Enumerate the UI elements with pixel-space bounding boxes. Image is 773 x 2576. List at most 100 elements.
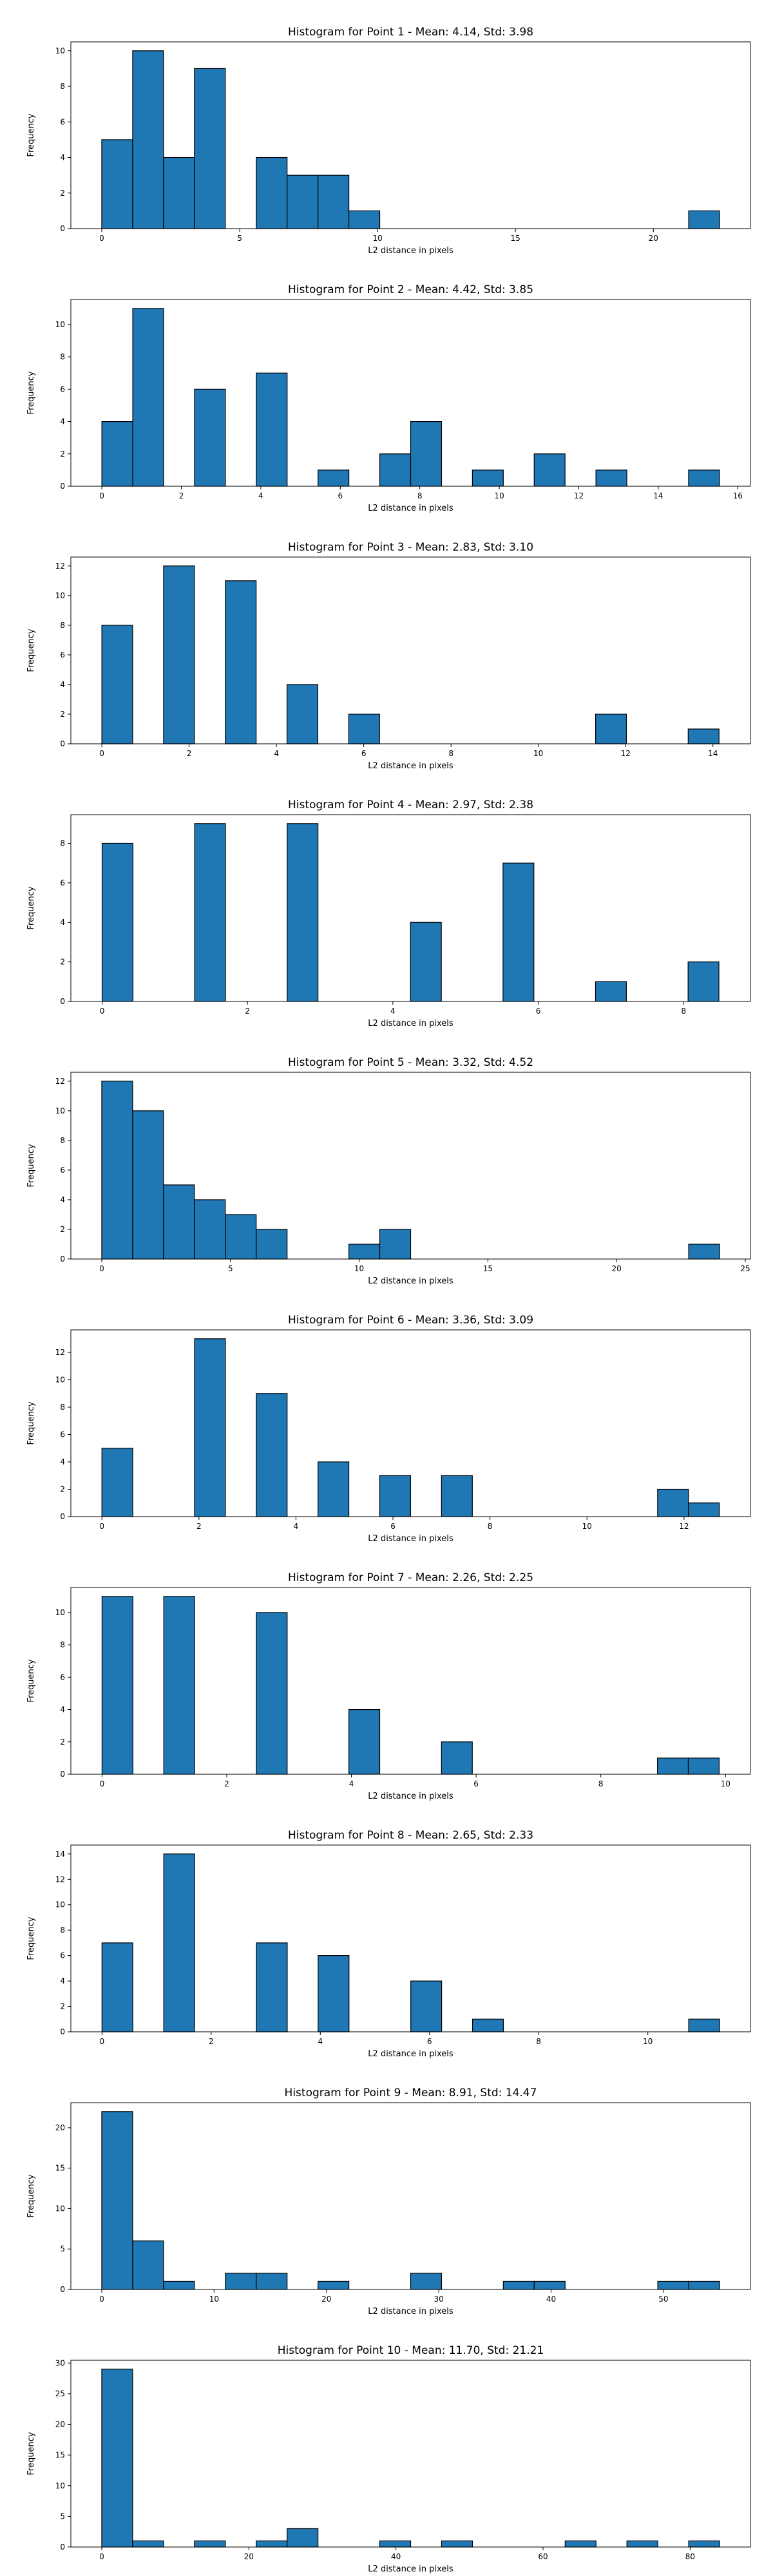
- histogram-svg-9: Histogram for Point 9 - Mean: 8.91, Std:…: [26, 2087, 751, 2316]
- histogram-bar: [472, 469, 504, 487]
- y-tick-label: 6: [60, 1166, 65, 1175]
- histogram-bar: [163, 1596, 195, 1775]
- y-tick-label: 2: [60, 710, 65, 719]
- histogram-bar: [194, 68, 226, 229]
- histogram-bar: [410, 922, 442, 1002]
- x-tick-label: 25: [740, 1264, 750, 1273]
- histogram-bar: [687, 1757, 720, 1775]
- histogram-bar: [410, 421, 443, 487]
- y-tick-label: 10: [55, 591, 65, 600]
- x-tick-label: 8: [598, 1779, 604, 1788]
- y-tick-label: 2: [60, 189, 65, 198]
- histogram-bar: [688, 1244, 720, 1260]
- y-tick-label: 4: [60, 1457, 65, 1466]
- histogram-bar: [101, 139, 133, 229]
- x-tick-label: 16: [733, 491, 743, 500]
- y-tick-label: 4: [60, 417, 65, 426]
- x-tick-label: 4: [258, 491, 263, 500]
- histogram-bar: [163, 156, 195, 229]
- y-tick-label: 6: [60, 878, 65, 887]
- histogram-bar: [194, 388, 226, 487]
- histogram-bar: [101, 1081, 133, 1260]
- histogram-bar: [287, 823, 319, 1002]
- histogram-bar: [657, 1757, 689, 1775]
- histogram-bar: [225, 580, 257, 744]
- histogram-bar: [379, 1475, 412, 1517]
- histogram-bar: [101, 2111, 133, 2290]
- axes-frame: [70, 41, 751, 229]
- histogram-bar: [132, 50, 164, 229]
- x-tick-label: 60: [538, 2552, 548, 2561]
- y-tick-label: 10: [55, 46, 65, 55]
- x-tick-label: 2: [209, 2037, 214, 2046]
- histogram-bar: [348, 1709, 381, 1775]
- axes-frame: [70, 556, 751, 744]
- y-tick-label: 25: [55, 2389, 65, 2398]
- histogram-bar: [688, 1502, 720, 1517]
- x-tick-label: 5: [237, 234, 242, 243]
- histogram-panel-5: Histogram for Point 5 - Mean: 3.32, Std:…: [0, 1030, 773, 1288]
- x-tick-label: 10: [354, 1264, 364, 1273]
- histogram-bar: [256, 1612, 288, 1775]
- y-tick-label: 20: [55, 2123, 65, 2132]
- x-axis-label: L2 distance in pixels: [368, 2564, 453, 2574]
- histogram-panel-2: Histogram for Point 2 - Mean: 4.42, Std:…: [0, 258, 773, 515]
- histogram-bar: [502, 862, 535, 1002]
- x-axis-label: L2 distance in pixels: [368, 2307, 453, 2316]
- histogram-bar: [688, 210, 720, 229]
- x-tick-label: 4: [349, 1779, 354, 1788]
- y-axis-label: Frequency: [26, 2432, 36, 2475]
- y-tick-label: 0: [60, 739, 65, 748]
- x-tick-label: 10: [494, 491, 504, 500]
- y-tick-label: 15: [55, 2164, 65, 2173]
- histogram-bar: [657, 1488, 689, 1517]
- x-tick-label: 4: [294, 1522, 299, 1531]
- histogram-bar: [256, 372, 288, 487]
- histogram-bar: [256, 1229, 288, 1260]
- histogram-bar: [688, 2540, 720, 2548]
- y-tick-label: 6: [60, 1951, 65, 1960]
- histogram-bar: [286, 684, 319, 744]
- y-tick-label: 6: [60, 650, 65, 659]
- y-tick-label: 12: [55, 562, 65, 571]
- y-tick-label: 2: [60, 450, 65, 459]
- axes-frame: [70, 299, 751, 487]
- y-tick-label: 8: [60, 1136, 65, 1145]
- x-tick-label: 20: [244, 2552, 254, 2561]
- x-axis-label: L2 distance in pixels: [368, 1019, 453, 1028]
- histogram-bar: [132, 308, 164, 487]
- chart-title: Histogram for Point 1 - Mean: 4.14, Std:…: [288, 26, 533, 39]
- histogram-svg-5: Histogram for Point 5 - Mean: 3.32, Std:…: [26, 1056, 751, 1286]
- x-tick-label: 2: [187, 749, 192, 758]
- histogram-svg-2: Histogram for Point 2 - Mean: 4.42, Std:…: [26, 283, 751, 513]
- x-tick-label: 20: [612, 1264, 622, 1273]
- x-tick-label: 2: [245, 1007, 250, 1016]
- chart-title: Histogram for Point 6 - Mean: 3.36, Std:…: [288, 1314, 533, 1327]
- y-tick-label: 30: [55, 2358, 65, 2367]
- y-tick-label: 12: [55, 1875, 65, 1884]
- chart-title: Histogram for Point 10 - Mean: 11.70, St…: [278, 2344, 544, 2357]
- histogram-bar: [132, 1110, 164, 1260]
- axes-frame: [70, 1072, 751, 1260]
- axes-frame: [70, 2102, 751, 2290]
- y-tick-label: 10: [55, 2481, 65, 2490]
- histogram-bar: [595, 981, 627, 1002]
- x-tick-label: 0: [99, 234, 104, 243]
- x-tick-label: 2: [196, 1522, 202, 1531]
- histogram-bar: [163, 1184, 195, 1260]
- y-tick-label: 0: [60, 2543, 65, 2552]
- x-tick-label: 15: [511, 234, 520, 243]
- histogram-bar: [318, 175, 350, 229]
- histogram-bar: [441, 1475, 473, 1517]
- histogram-bar: [225, 1214, 257, 1260]
- y-tick-label: 20: [55, 2420, 65, 2429]
- x-tick-label: 14: [653, 491, 663, 500]
- histogram-bar: [533, 2280, 566, 2290]
- histogram-bar: [318, 469, 350, 487]
- histogram-bar: [441, 1741, 473, 1775]
- x-tick-label: 40: [391, 2552, 401, 2561]
- histogram-bar: [101, 2369, 133, 2548]
- x-tick-label: 30: [434, 2295, 443, 2304]
- x-tick-label: 0: [99, 1522, 104, 1531]
- y-axis-label: Frequency: [26, 1144, 36, 1187]
